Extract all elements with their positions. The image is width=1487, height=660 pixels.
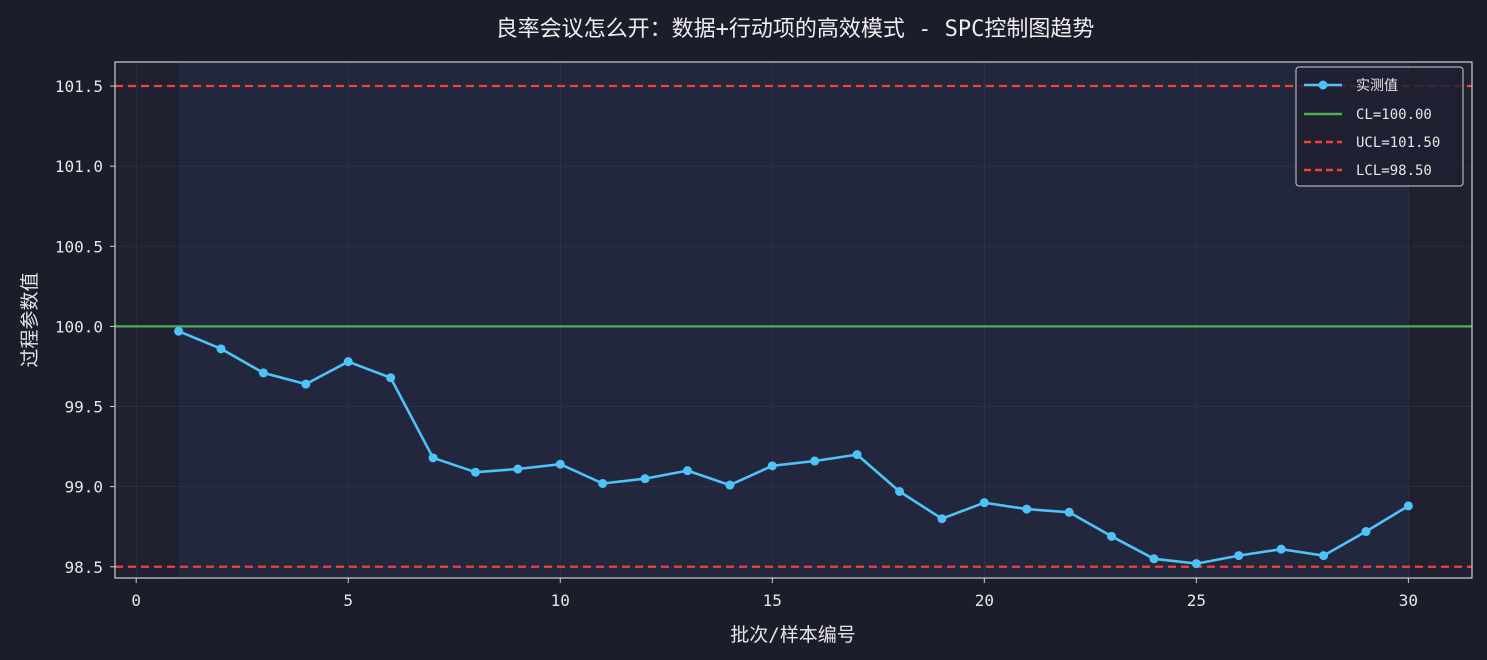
data-point — [1107, 531, 1117, 541]
data-point — [470, 467, 480, 477]
legend-swatch-series-marker — [1318, 80, 1328, 90]
data-point — [258, 368, 268, 378]
x-tick-label: 25 — [1187, 591, 1206, 610]
data-point — [598, 478, 608, 488]
x-tick-label: 15 — [763, 591, 782, 610]
sample-range-shading — [178, 62, 1409, 578]
data-point — [725, 480, 735, 490]
chart-title: 良率会议怎么开：数据+行动项的高效模式 - SPC控制图趋势 — [496, 17, 1095, 42]
legend-label-lcl: LCL=98.50 — [1356, 163, 1432, 179]
data-point — [1191, 559, 1201, 569]
legend-label-ucl: UCL=101.50 — [1356, 135, 1440, 151]
data-point — [1064, 507, 1074, 517]
data-point — [810, 456, 820, 466]
y-tick-label: 99.0 — [64, 478, 103, 497]
plot-frame — [114, 61, 1473, 579]
data-point — [937, 514, 947, 524]
series-layer — [174, 326, 1413, 569]
legend: 实测值 CL=100.00 UCL=101.50 LCL=98.50 — [1295, 66, 1464, 187]
y-tick-label: 101.0 — [55, 157, 103, 176]
y-tick-label: 100.0 — [55, 317, 103, 336]
x-axis-title: 批次/样本编号 — [730, 624, 855, 646]
data-point — [343, 357, 353, 367]
y-tick-label: 99.5 — [64, 398, 103, 417]
plot-area — [114, 61, 1473, 579]
data-point — [640, 474, 650, 484]
y-tick-label: 101.5 — [55, 77, 103, 96]
data-point — [174, 326, 184, 336]
legend-label-cl: CL=100.00 — [1356, 107, 1432, 123]
x-tick-label: 30 — [1399, 591, 1418, 610]
data-point — [1149, 554, 1159, 564]
legend-box — [1295, 66, 1464, 187]
data-point — [852, 450, 862, 460]
y-axis-title: 过程参数值 — [19, 272, 41, 367]
data-point — [1361, 527, 1371, 537]
data-point — [767, 461, 777, 471]
series-line — [178, 329, 1410, 565]
data-point — [1319, 551, 1329, 561]
data-point — [301, 379, 311, 389]
data-point — [513, 464, 523, 474]
control-lines — [115, 84, 1472, 568]
y-tick-label: 98.5 — [64, 558, 103, 577]
data-point — [1276, 544, 1286, 554]
data-point — [979, 498, 989, 508]
data-point — [682, 466, 692, 476]
data-point — [1234, 551, 1244, 561]
data-point — [555, 459, 565, 469]
data-point — [1403, 501, 1413, 511]
x-axis-ticks: 0 5 10 15 20 25 30 — [131, 578, 1418, 610]
x-tick-label: 5 — [343, 591, 353, 610]
data-point — [386, 373, 396, 383]
x-tick-label: 10 — [551, 591, 570, 610]
data-point — [1022, 504, 1032, 514]
y-tick-label: 100.5 — [55, 237, 103, 256]
data-point — [428, 453, 438, 463]
data-point — [895, 486, 905, 496]
x-tick-label: 0 — [131, 591, 141, 610]
x-tick-label: 20 — [975, 591, 994, 610]
legend-label-series: 实测值 — [1356, 78, 1398, 94]
y-axis-ticks: 98.5 99.0 99.5 100.0 100.5 101.0 101.5 — [55, 77, 115, 577]
data-point — [216, 344, 226, 354]
